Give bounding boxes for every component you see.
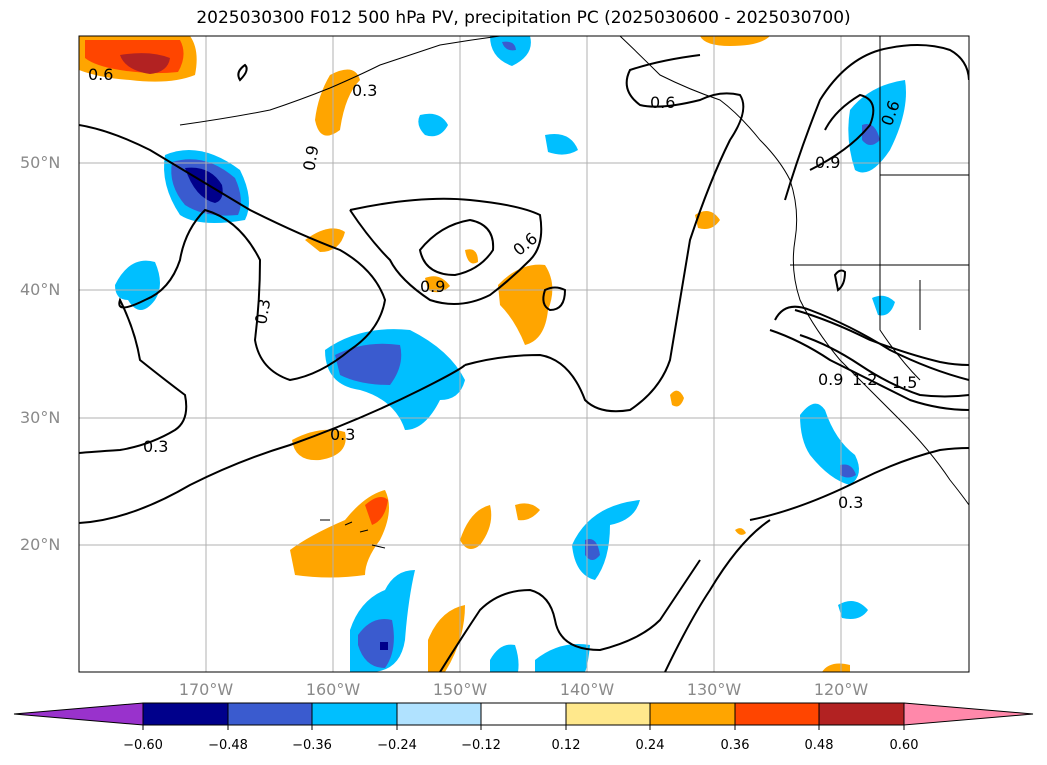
- precip-blob: [425, 276, 450, 293]
- lat-label: 30°N: [20, 408, 61, 427]
- lon-label: 150°W: [432, 680, 488, 699]
- lon-label: 130°W: [686, 680, 742, 699]
- colorbar-tick-label: 0.48: [804, 738, 834, 753]
- precip-blob: [822, 663, 850, 672]
- map-title: 2025030300 F012 500 hPa PV, precipitatio…: [196, 8, 851, 28]
- contour-label: 0.9: [299, 144, 322, 172]
- colorbar-segment: [396, 702, 482, 726]
- colorbar: [13, 702, 1034, 730]
- contour-label: 0.9: [815, 153, 840, 172]
- precip-blob: [460, 505, 492, 549]
- contour-label: 0.9: [420, 277, 445, 296]
- contour-label: 0.3: [251, 297, 274, 325]
- lat-label: 40°N: [20, 280, 61, 299]
- colorbar-segment: [311, 702, 398, 726]
- contour-label: 0.6: [88, 65, 113, 84]
- lat-label: 50°N: [20, 153, 61, 172]
- contour-label: 0.6: [650, 93, 675, 112]
- contour-label: 1.2: [852, 370, 877, 389]
- precip-blob: [365, 496, 388, 525]
- precip-blob: [545, 134, 578, 155]
- contour-label: 0.3: [330, 425, 355, 444]
- precip-blob: [290, 490, 389, 578]
- precip-blob: [418, 113, 448, 137]
- precip-blob: [872, 295, 895, 316]
- precip-blob: [515, 503, 540, 521]
- precip-blob: [335, 343, 402, 385]
- colorbar-tick-label: 0.12: [551, 738, 581, 753]
- precip-blob: [535, 644, 590, 672]
- lon-label: 170°W: [178, 680, 234, 699]
- precip-blob: [465, 249, 478, 264]
- precip-blob: [840, 464, 856, 478]
- colorbar-segment: [903, 702, 1034, 726]
- colorbar-tick-label: −0.24: [377, 738, 417, 753]
- precip-blob: [428, 605, 465, 672]
- contour-label: 0.3: [838, 493, 863, 512]
- precip-blob: [292, 429, 346, 461]
- colorbar-tick-label: −0.60: [123, 738, 163, 753]
- colorbar-tick-label: −0.48: [208, 738, 248, 753]
- precip-blob: [305, 228, 345, 252]
- colorbar-tick-label: 0.24: [635, 738, 665, 753]
- colorbar-tick-label: −0.12: [461, 738, 501, 753]
- contour-label: 1.5: [892, 373, 917, 392]
- precip-blob: [502, 41, 516, 51]
- precip-blob: [380, 642, 388, 650]
- colorbar-segment: [818, 702, 905, 726]
- colorbar-segment: [13, 702, 144, 726]
- graticule: [79, 36, 969, 672]
- colorbar-segment: [480, 702, 567, 726]
- contour-label: 0.3: [352, 81, 377, 100]
- pv-contours: [79, 44, 969, 672]
- colorbar-segment: [649, 702, 736, 726]
- colorbar-segment: [227, 702, 313, 726]
- colorbar-tick-label: 0.60: [889, 738, 919, 753]
- colorbar-segment: [565, 702, 651, 726]
- lat-label: 20°N: [20, 535, 61, 554]
- precip-blob: [498, 264, 553, 345]
- precip-fill-layer: [79, 36, 906, 672]
- colorbar-segment: [142, 702, 229, 726]
- colorbar-segment: [734, 702, 820, 726]
- precip-blob: [735, 528, 746, 535]
- lon-label: 160°W: [305, 680, 361, 699]
- colorbar-tick-label: 0.36: [720, 738, 750, 753]
- precip-blob: [572, 500, 640, 580]
- contour-label: 0.3: [143, 437, 168, 456]
- contour-label: 0.9: [818, 370, 843, 389]
- colorbar-tick-label: −0.36: [292, 738, 332, 753]
- precip-blob: [358, 619, 394, 668]
- precip-blob: [670, 390, 684, 407]
- precip-blob: [700, 36, 770, 46]
- precip-blob: [490, 644, 519, 672]
- lon-label: 120°W: [813, 680, 869, 699]
- precip-blob: [120, 53, 170, 74]
- precip-blob: [848, 80, 906, 173]
- lon-label: 140°W: [559, 680, 615, 699]
- precip-blob: [315, 69, 360, 136]
- precip-blob: [838, 601, 868, 619]
- precip-blob: [585, 539, 600, 560]
- precip-blob: [490, 36, 531, 66]
- plot-border: [78, 35, 970, 673]
